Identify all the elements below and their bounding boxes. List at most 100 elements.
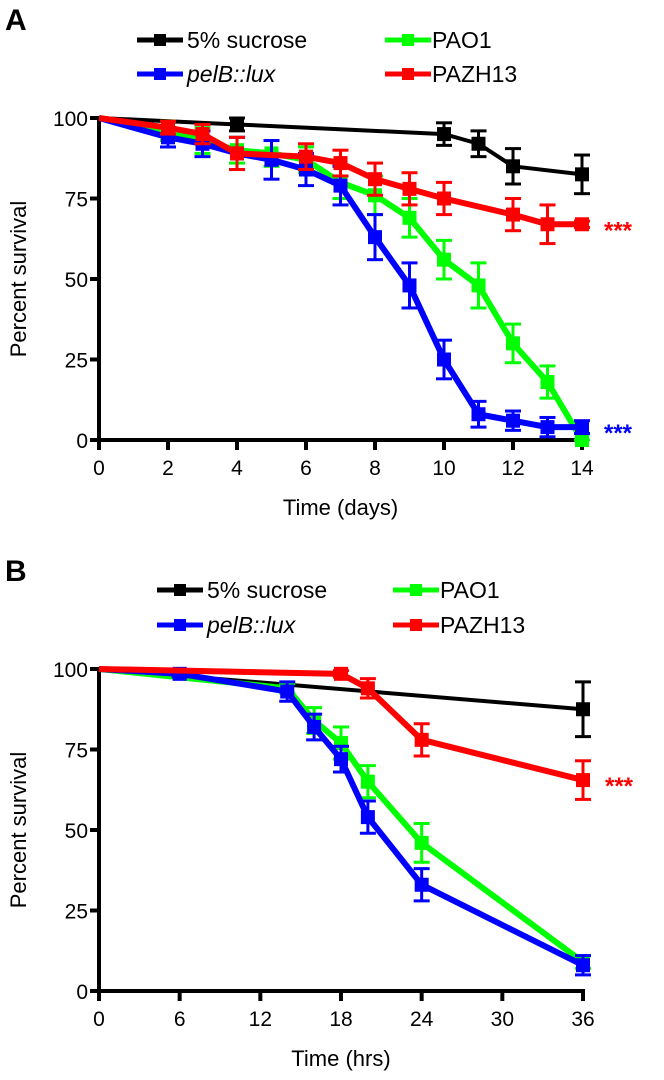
x-tick-label: 6 (174, 1008, 186, 1031)
x-tick-label: 0 (93, 1008, 105, 1031)
data-point (230, 117, 244, 132)
legend-marker (174, 619, 186, 631)
data-point (230, 146, 244, 161)
data-point (540, 375, 555, 390)
data-point (471, 136, 486, 151)
x-axis-label: Time (days) (283, 495, 398, 520)
data-point (576, 702, 590, 717)
x-tick-label: 14 (570, 457, 594, 480)
x-tick-label: 36 (571, 1008, 594, 1031)
y-axis-label: Percent survival (6, 752, 31, 909)
data-point (333, 156, 348, 171)
data-point (575, 167, 589, 182)
legend-marker (174, 584, 186, 596)
significance-annotation: *** (604, 420, 633, 447)
legend-label: 5% sucrose (207, 577, 327, 603)
legend-item: pelB::lux (137, 61, 277, 87)
legend-marker (410, 584, 422, 596)
x-tick-label: 2 (162, 457, 174, 480)
legend-label: pelB::lux (186, 61, 277, 87)
y-tick-label: 25 (65, 901, 88, 924)
legend-label: pelB::lux (206, 612, 297, 638)
series-line (98, 666, 585, 968)
y-tick-label: 100 (53, 108, 88, 131)
x-axis-label: Time (hrs) (291, 1046, 390, 1071)
data-point (402, 210, 417, 225)
axes: 0 25 50 75 100 0 6 12 18 24 30 36 Time (hrs) Percent … (6, 659, 595, 1071)
series-pelb-lux (98, 666, 591, 977)
data-point (576, 773, 590, 788)
x-tick-label: 10 (432, 457, 455, 480)
x-tick-label: 4 (231, 457, 243, 480)
x-tick-label: 30 (491, 1008, 514, 1031)
series-pazh13 (98, 115, 590, 246)
legend-label: PAO1 (440, 577, 500, 603)
series-pao1 (98, 666, 591, 970)
x-tick-label: 0 (93, 457, 105, 480)
data-point (575, 433, 589, 447)
data-point (506, 336, 520, 351)
legend-marker (402, 34, 414, 46)
data-point (307, 719, 322, 734)
data-point (540, 217, 555, 232)
data-point (280, 684, 295, 699)
data-point (299, 149, 313, 164)
y-axis-label: Percent survival (6, 201, 31, 358)
series-line (98, 666, 585, 965)
x-tick-label: 12 (249, 1008, 272, 1031)
legend-label: PAO1 (432, 27, 492, 53)
data-point (437, 252, 451, 267)
legend-marker (410, 619, 422, 631)
data-point (437, 352, 451, 367)
axes: 0 25 50 75 100 0 2 4 6 8 10 12 14 Time (days) Percent … (6, 108, 594, 520)
data-point (506, 207, 520, 222)
series-pazh13 (98, 666, 591, 801)
data-point (360, 810, 375, 825)
x-tick-label: 6 (300, 457, 312, 480)
legend-item: PAO1 (393, 577, 500, 603)
data-point (414, 835, 429, 850)
x-tick-label: 24 (410, 1008, 434, 1031)
y-tick-label: 75 (65, 189, 88, 212)
legend-label: PAZH13 (432, 61, 517, 87)
data-point (506, 413, 520, 428)
legend-label: 5% sucrose (187, 27, 307, 53)
x-tick-label: 8 (369, 457, 381, 480)
legend-label: PAZH13 (440, 612, 525, 638)
panel-letter: B (5, 555, 27, 588)
legend-item: PAZH13 (385, 61, 517, 87)
data-point (471, 278, 486, 293)
series-line (98, 116, 583, 177)
y-tick-label: 50 (65, 820, 88, 843)
legend-marker (402, 68, 414, 80)
panel-letter: A (5, 4, 27, 37)
legend-item: PAO1 (385, 27, 492, 53)
x-tick-label: 18 (329, 1008, 352, 1031)
x-tick-label: 12 (501, 457, 524, 480)
y-tick-label: 0 (76, 981, 88, 1004)
significance-annotation: *** (604, 217, 633, 244)
data-point (437, 127, 451, 142)
data-point (195, 127, 210, 142)
data-point (161, 120, 175, 135)
data-point (576, 958, 590, 973)
data-point (575, 420, 589, 435)
significance-annotation: *** (605, 773, 634, 800)
data-point (360, 681, 375, 696)
data-point (402, 278, 417, 293)
legend-item: 5% sucrose (157, 577, 327, 603)
data-point (333, 178, 348, 193)
data-point (402, 181, 417, 196)
data-point (540, 420, 555, 435)
data-point (334, 666, 348, 681)
data-point (575, 217, 589, 232)
y-tick-label: 75 (65, 740, 88, 763)
series-5-sucrose (98, 116, 590, 196)
data-point (360, 774, 375, 789)
data-point (471, 407, 486, 422)
y-tick-label: 100 (53, 659, 88, 682)
